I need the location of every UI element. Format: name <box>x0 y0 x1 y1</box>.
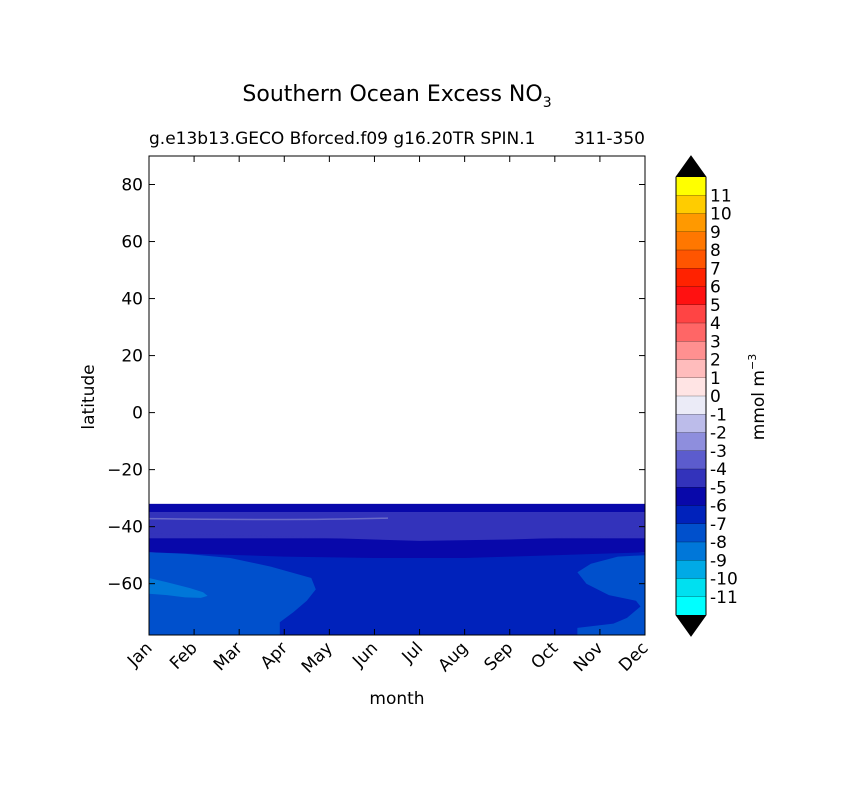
colorbar-swatch <box>676 487 706 506</box>
chart-subtitle-left: g.e13b13.GECO Bforced.f09 g16.20TR SPIN.… <box>149 129 535 149</box>
colorbar-tick-label: 11 <box>710 186 732 206</box>
plot-frame <box>148 155 646 636</box>
x-tick-label: Aug <box>435 638 473 676</box>
x-tick-label: Sep <box>480 638 517 675</box>
x-tick-label: Jan <box>123 638 156 671</box>
colorbar-swatch <box>676 414 706 433</box>
region-streak <box>149 517 389 521</box>
region-band-middle-edge <box>149 543 645 558</box>
colorbar-swatch <box>676 323 706 342</box>
colorbar-tick-label: 9 <box>710 223 721 243</box>
colorbar-swatch <box>676 341 706 360</box>
data-regions <box>149 503 645 635</box>
region-patch-west <box>149 552 316 635</box>
colorbar-label: mmol m−3 <box>746 354 769 440</box>
colorbar-swatch <box>676 213 706 233</box>
colorbar-swatch <box>676 560 706 579</box>
colorbar-tick-label: -10 <box>710 570 738 590</box>
colorbar-tick-label: -6 <box>710 497 727 517</box>
colorbar-swatch <box>676 396 706 415</box>
colorbar-swatch <box>676 505 706 525</box>
x-tick-label: Jul <box>398 638 427 667</box>
y-tick-label: 0 <box>132 404 143 424</box>
colorbar-swatch <box>676 542 706 561</box>
colorbar-tick-label: 5 <box>710 296 721 316</box>
colorbar-tick-label: -5 <box>710 478 727 498</box>
colorbar-tick-label: 4 <box>710 314 721 334</box>
x-tick-label: Jun <box>348 638 382 672</box>
region-band-north <box>149 503 645 513</box>
colorbar-outline <box>675 155 707 637</box>
y-axis: 80 60 40 20 0 −20 −40 −60 <box>107 176 645 595</box>
colorbar-swatch <box>676 450 706 470</box>
colorbar-tick-label: 1 <box>710 369 721 389</box>
y-tick-label: 80 <box>121 176 143 196</box>
colorbar-swatch <box>676 177 706 196</box>
colorbar-tick-label: -4 <box>710 460 727 480</box>
colorbar-tick-label: -9 <box>710 551 727 571</box>
y-tick-label: 60 <box>121 233 143 253</box>
y-tick-label: −60 <box>107 575 143 595</box>
colorbar-tick-label: 10 <box>710 205 732 225</box>
chart-title: Southern Ocean Excess NO3 <box>242 82 551 111</box>
x-tick-label: May <box>298 638 337 677</box>
colorbar-tick-label: -1 <box>710 405 727 425</box>
x-tick-label: Nov <box>570 638 608 676</box>
region-patch-core <box>149 578 208 598</box>
colorbar-tick-label: 6 <box>710 278 721 298</box>
colorbar-swatch <box>676 469 706 488</box>
colorbar-swatch <box>676 578 706 598</box>
colorbar-swatch <box>676 268 706 287</box>
x-tick-label: Oct <box>527 638 562 673</box>
colorbar-extend-max <box>676 156 706 177</box>
colorbar-swatch <box>676 596 706 616</box>
colorbar-swatch <box>676 250 706 269</box>
colorbar-swatch <box>676 523 706 543</box>
plot-area <box>148 155 646 636</box>
y-tick-label: 40 <box>121 290 143 310</box>
colorbar-tick-label: -2 <box>710 424 727 444</box>
x-tick-label: Apr <box>257 638 292 673</box>
colorbar-swatch <box>676 377 706 397</box>
colorbar-swatch <box>676 304 706 324</box>
colorbar-tick-label: 8 <box>710 241 721 261</box>
x-tick-label: Feb <box>166 638 201 673</box>
colorbar-tick-label: -3 <box>710 442 727 462</box>
y-tick-label: −40 <box>107 518 143 538</box>
y-tick-label: 20 <box>121 347 143 367</box>
x-tick-label: Mar <box>210 638 247 675</box>
colorbar-tick-label: -11 <box>710 588 738 608</box>
x-axis-label: month <box>369 689 424 709</box>
colorbar-tick-label: 0 <box>710 387 721 407</box>
y-axis-label: latitude <box>79 364 99 429</box>
colorbar-swatch <box>676 195 706 214</box>
colorbar-tick-label: 3 <box>710 332 721 352</box>
colorbar-swatch <box>676 286 706 306</box>
colorbar-tick-label: 7 <box>710 259 721 279</box>
colorbar-tick-label: -7 <box>710 515 727 535</box>
chart-subtitle-right: 311-350 <box>574 129 645 149</box>
y-tick-label: −20 <box>107 461 143 481</box>
colorbar-tick-label: 2 <box>710 351 721 371</box>
colorbar-swatch <box>676 359 706 379</box>
colorbar-extend-min <box>676 615 706 636</box>
colorbar-tick-label: -8 <box>710 533 727 553</box>
colorbar-swatch <box>676 432 706 452</box>
colorbar-swatch <box>676 231 706 251</box>
region-patch-east <box>577 555 645 635</box>
x-tick-label: Dec <box>615 638 652 675</box>
